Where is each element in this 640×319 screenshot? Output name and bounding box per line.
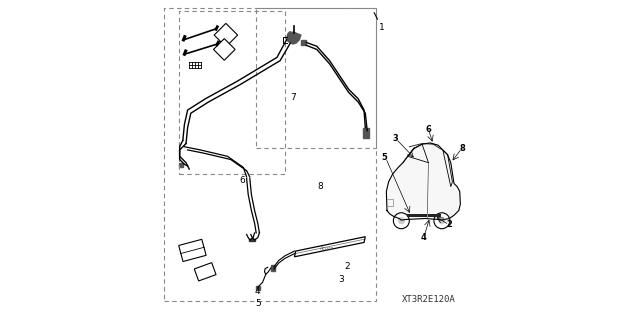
Text: 7: 7	[290, 93, 296, 102]
Text: 6: 6	[239, 176, 244, 185]
Text: XT3R2E120A: XT3R2E120A	[401, 295, 455, 304]
Text: 5: 5	[381, 153, 387, 162]
Text: 4: 4	[420, 233, 427, 242]
Text: Acura: Acura	[319, 246, 333, 251]
Text: 1: 1	[380, 23, 385, 32]
Polygon shape	[294, 237, 365, 257]
Polygon shape	[301, 40, 307, 45]
Polygon shape	[387, 143, 460, 220]
Polygon shape	[195, 263, 216, 281]
Text: 4: 4	[255, 287, 260, 296]
Polygon shape	[179, 163, 183, 167]
Polygon shape	[214, 23, 237, 47]
Text: 2: 2	[446, 220, 452, 229]
Text: 8: 8	[459, 144, 465, 153]
Text: 3: 3	[338, 275, 344, 284]
Text: 5: 5	[255, 299, 260, 308]
Polygon shape	[248, 239, 255, 241]
Text: 3: 3	[392, 134, 398, 143]
Polygon shape	[428, 214, 441, 217]
Polygon shape	[364, 128, 369, 138]
Text: 2: 2	[344, 262, 350, 271]
Polygon shape	[407, 214, 427, 217]
Polygon shape	[255, 286, 260, 290]
Text: 8: 8	[317, 182, 323, 191]
Polygon shape	[271, 265, 275, 271]
Polygon shape	[214, 39, 235, 60]
Circle shape	[438, 218, 445, 224]
Polygon shape	[287, 32, 301, 44]
Polygon shape	[179, 239, 206, 262]
Circle shape	[398, 218, 404, 224]
Text: 6: 6	[426, 125, 431, 134]
